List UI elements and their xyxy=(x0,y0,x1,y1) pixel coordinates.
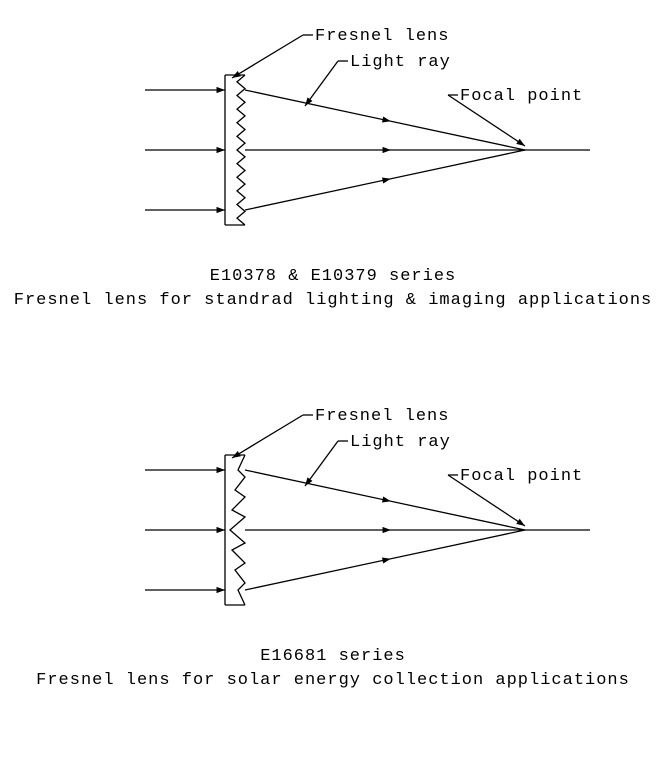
caption-2-line-2: Fresnel lens for solar energy collection… xyxy=(0,669,666,693)
caption-1: E10378 & E10379 series Fresnel lens for … xyxy=(0,265,666,313)
diagram-2: Fresnel lens Light ray Focal point xyxy=(0,380,666,630)
label-fresnel-lens: Fresnel lens xyxy=(315,27,449,46)
label-light-ray: Light ray xyxy=(350,433,451,452)
caption-1-line-1: E10378 & E10379 series xyxy=(0,265,666,289)
caption-2: E16681 series Fresnel lens for solar ene… xyxy=(0,645,666,693)
label-focal-point: Focal point xyxy=(460,467,583,486)
caption-2-line-1: E16681 series xyxy=(0,645,666,669)
caption-1-line-2: Fresnel lens for standrad lighting & ima… xyxy=(0,289,666,313)
diagram-1: Fresnel lens Light ray Focal point xyxy=(0,0,666,250)
label-light-ray: Light ray xyxy=(350,53,451,72)
label-fresnel-lens: Fresnel lens xyxy=(315,407,449,426)
label-focal-point: Focal point xyxy=(460,87,583,106)
